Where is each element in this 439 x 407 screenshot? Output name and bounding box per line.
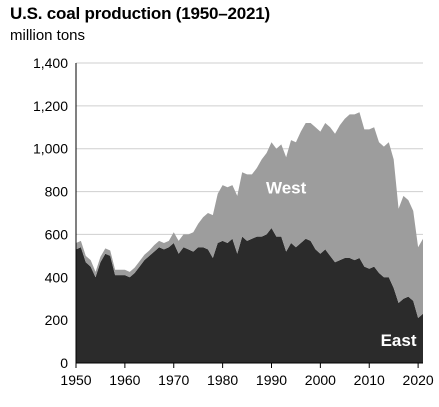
x-tick-label: 1970 xyxy=(158,372,189,388)
region-labels: West East xyxy=(266,179,417,350)
y-tick-label: 600 xyxy=(45,226,69,242)
y-tick-label: 400 xyxy=(45,269,69,285)
area-east xyxy=(76,228,423,363)
region-label-west: West xyxy=(266,179,307,198)
y-axis-ticks: 0 200 400 600 800 1,000 1,200 1,400 xyxy=(33,55,68,371)
y-tick-label: 800 xyxy=(45,184,69,200)
y-tick-label: 1,400 xyxy=(33,55,68,71)
stacked-areas xyxy=(76,112,423,363)
region-label-east: East xyxy=(381,331,417,350)
y-tick-label: 0 xyxy=(60,355,68,371)
x-axis-ticks: 1950 1960 1970 1980 1990 2000 2010 2020 xyxy=(60,363,434,388)
axes xyxy=(75,63,423,364)
unit-label: million tons xyxy=(10,27,86,44)
y-tick-label: 200 xyxy=(45,312,69,328)
x-tick-label: 2020 xyxy=(403,372,434,388)
y-tick-label: 1,000 xyxy=(33,141,68,157)
x-tick-label: 1950 xyxy=(60,372,91,388)
x-tick-label: 1960 xyxy=(109,372,140,388)
chart-title: U.S. coal production (1950–2021) xyxy=(10,4,271,23)
x-tick-label: 1990 xyxy=(256,372,287,388)
x-tick-label: 1980 xyxy=(207,372,238,388)
x-tick-label: 2000 xyxy=(305,372,336,388)
y-tick-label: 1,200 xyxy=(33,98,68,114)
area-west xyxy=(76,112,423,319)
x-tick-label: 2010 xyxy=(354,372,385,388)
